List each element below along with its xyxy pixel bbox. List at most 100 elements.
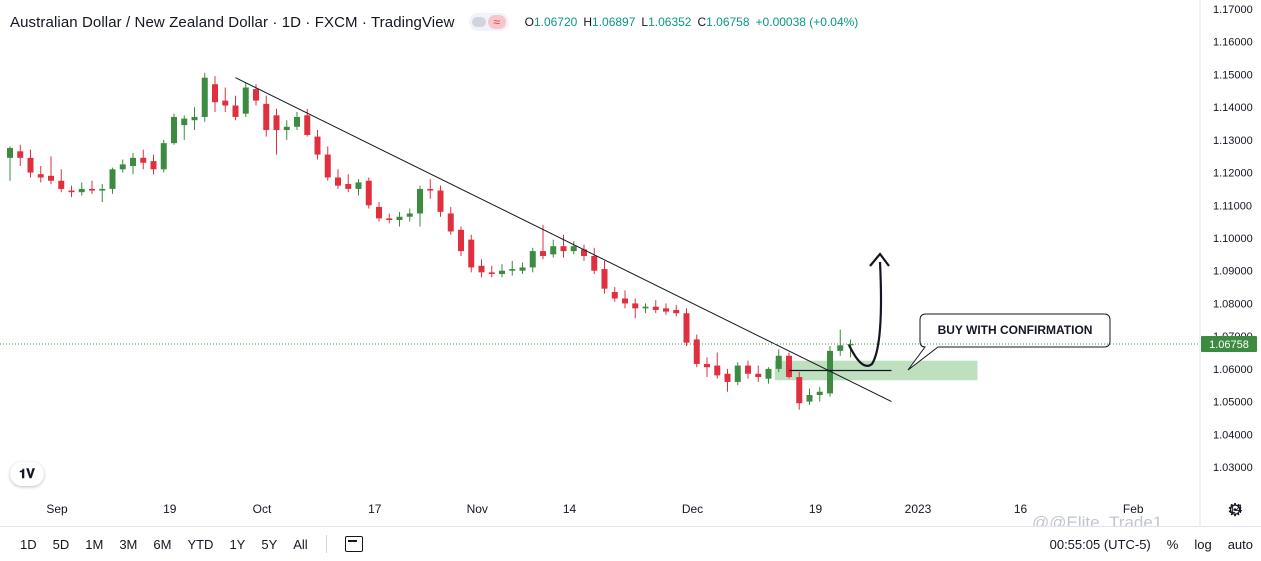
y-tick-label: 1.04000 [1213, 429, 1253, 441]
candle-body [540, 251, 546, 256]
candle-body [601, 269, 608, 289]
axis-layer: 1.17000 1.16000 1.15000 1.14000 1.13000 1.120… [46, 4, 1257, 516]
candle-body [89, 188, 95, 191]
candle-body [99, 188, 106, 191]
x-tick-label: Sep [46, 502, 68, 516]
candle-body [17, 151, 24, 158]
candle-body [499, 270, 505, 274]
candle-body [827, 350, 833, 394]
auto-toggle[interactable]: auto [1227, 536, 1253, 552]
ohlc-high: H1.06897 [583, 15, 636, 29]
x-tick-label: 2023 [905, 502, 932, 516]
candle-body [376, 206, 382, 219]
x-tick-label: Nov [467, 502, 488, 516]
gear-icon[interactable]: ⚙ [1227, 500, 1244, 520]
log-toggle[interactable]: log [1194, 536, 1212, 552]
last-price-badge [1201, 336, 1257, 353]
candle-body [652, 306, 659, 310]
x-tick-label: 14 [563, 502, 577, 516]
timeframe-5y[interactable]: 5Y [261, 536, 278, 552]
y-tick-label: 1.06000 [1213, 364, 1253, 376]
timeframe-1d[interactable]: 1D [20, 536, 37, 552]
wave-icon[interactable]: ≈ [487, 15, 506, 29]
candle-body [550, 246, 557, 255]
candle-body [816, 391, 823, 396]
candle-body [242, 87, 249, 114]
candle-body [755, 373, 762, 378]
candle-body [68, 190, 75, 193]
candle-body [386, 218, 393, 221]
tradingview-logo-icon[interactable]: 𝟏𝐕 [10, 462, 44, 486]
calendar-range-icon[interactable] [344, 536, 363, 552]
candle-body [212, 84, 218, 103]
candle-body [796, 377, 803, 404]
candle-body [406, 213, 413, 217]
candle-body [478, 265, 485, 273]
y-tick-label: 1.10000 [1213, 233, 1253, 245]
candle-body [58, 180, 65, 189]
ohlc-change: +0.00038 (+0.04%) [755, 15, 859, 29]
candle-body [509, 269, 516, 271]
timeframe-1m[interactable]: 1M [85, 536, 104, 552]
timeframe-3m[interactable]: 3M [119, 536, 138, 552]
candle-body [273, 115, 280, 131]
y-tick-label: 1.09000 [1213, 266, 1253, 278]
candle-body [263, 103, 270, 131]
x-tick-label: 19 [163, 502, 177, 516]
candle-body [417, 188, 423, 214]
callout-bubble: BUY WITH CONFIRMATION [907, 313, 1111, 371]
candle-body [78, 188, 85, 193]
candle-body [734, 365, 741, 382]
candle-body [570, 246, 577, 252]
candle-body [560, 246, 567, 252]
candle-body [437, 190, 444, 212]
candle-body [324, 154, 331, 178]
ohlc-close: C1.06758 [697, 15, 750, 29]
x-tick-label: 14 [1229, 502, 1243, 516]
candle-body [345, 184, 352, 189]
y-tick-label: 1.15000 [1213, 69, 1253, 81]
indicator-toggle[interactable]: ≈ [468, 13, 509, 31]
candle-body [191, 116, 198, 121]
percent-toggle[interactable]: % [1166, 536, 1179, 552]
timeframe-all[interactable]: All [293, 536, 308, 552]
candle-body [663, 308, 669, 312]
timeframe-1y[interactable]: 1Y [229, 536, 246, 552]
candle-body [150, 161, 157, 170]
candle-body [119, 164, 126, 170]
candle-body [488, 272, 495, 274]
candle-body [642, 306, 649, 309]
y-tick-label: 1.11000 [1213, 200, 1252, 212]
candle-body [611, 291, 618, 299]
candle-body [283, 126, 290, 131]
candle-body [355, 182, 362, 189]
candle-body [201, 77, 208, 117]
candle-body [704, 363, 710, 368]
candle-body [519, 267, 526, 271]
candle-body [786, 355, 792, 378]
chart-header: Australian Dollar / New Zealand Dollar ·… [10, 11, 858, 33]
timeframe-ytd[interactable]: YTD [187, 536, 214, 552]
candle-body [48, 175, 54, 181]
candle-body [683, 313, 690, 343]
eye-icon[interactable] [471, 17, 486, 27]
candle-body [294, 116, 300, 127]
toolbar-divider [325, 535, 327, 553]
y-tick-label: 1.13000 [1213, 135, 1253, 147]
candle-body [581, 249, 587, 256]
candle-body [181, 118, 188, 126]
timeframe-5d[interactable]: 5D [52, 536, 70, 552]
symbol-title[interactable]: Australian Dollar / New Zealand Dollar ·… [10, 13, 455, 31]
candle-body [724, 373, 731, 382]
candle-body [7, 148, 13, 158]
price-chart[interactable]: BUY WITH CONFIRMATION 1.17000 1.16000 1.15… [0, 0, 1261, 526]
candle-body [806, 395, 813, 402]
candle-body [396, 216, 403, 221]
clock-readout[interactable]: 00:55:05 (UTC-5) [1049, 536, 1151, 552]
y-tick-label: 1.16000 [1213, 37, 1253, 49]
candle-body [775, 355, 782, 369]
ohlc-open: O1.06720 [524, 15, 578, 29]
timeframe-6m[interactable]: 6M [153, 536, 172, 552]
candle-body [714, 365, 721, 376]
candle-body [847, 344, 854, 346]
